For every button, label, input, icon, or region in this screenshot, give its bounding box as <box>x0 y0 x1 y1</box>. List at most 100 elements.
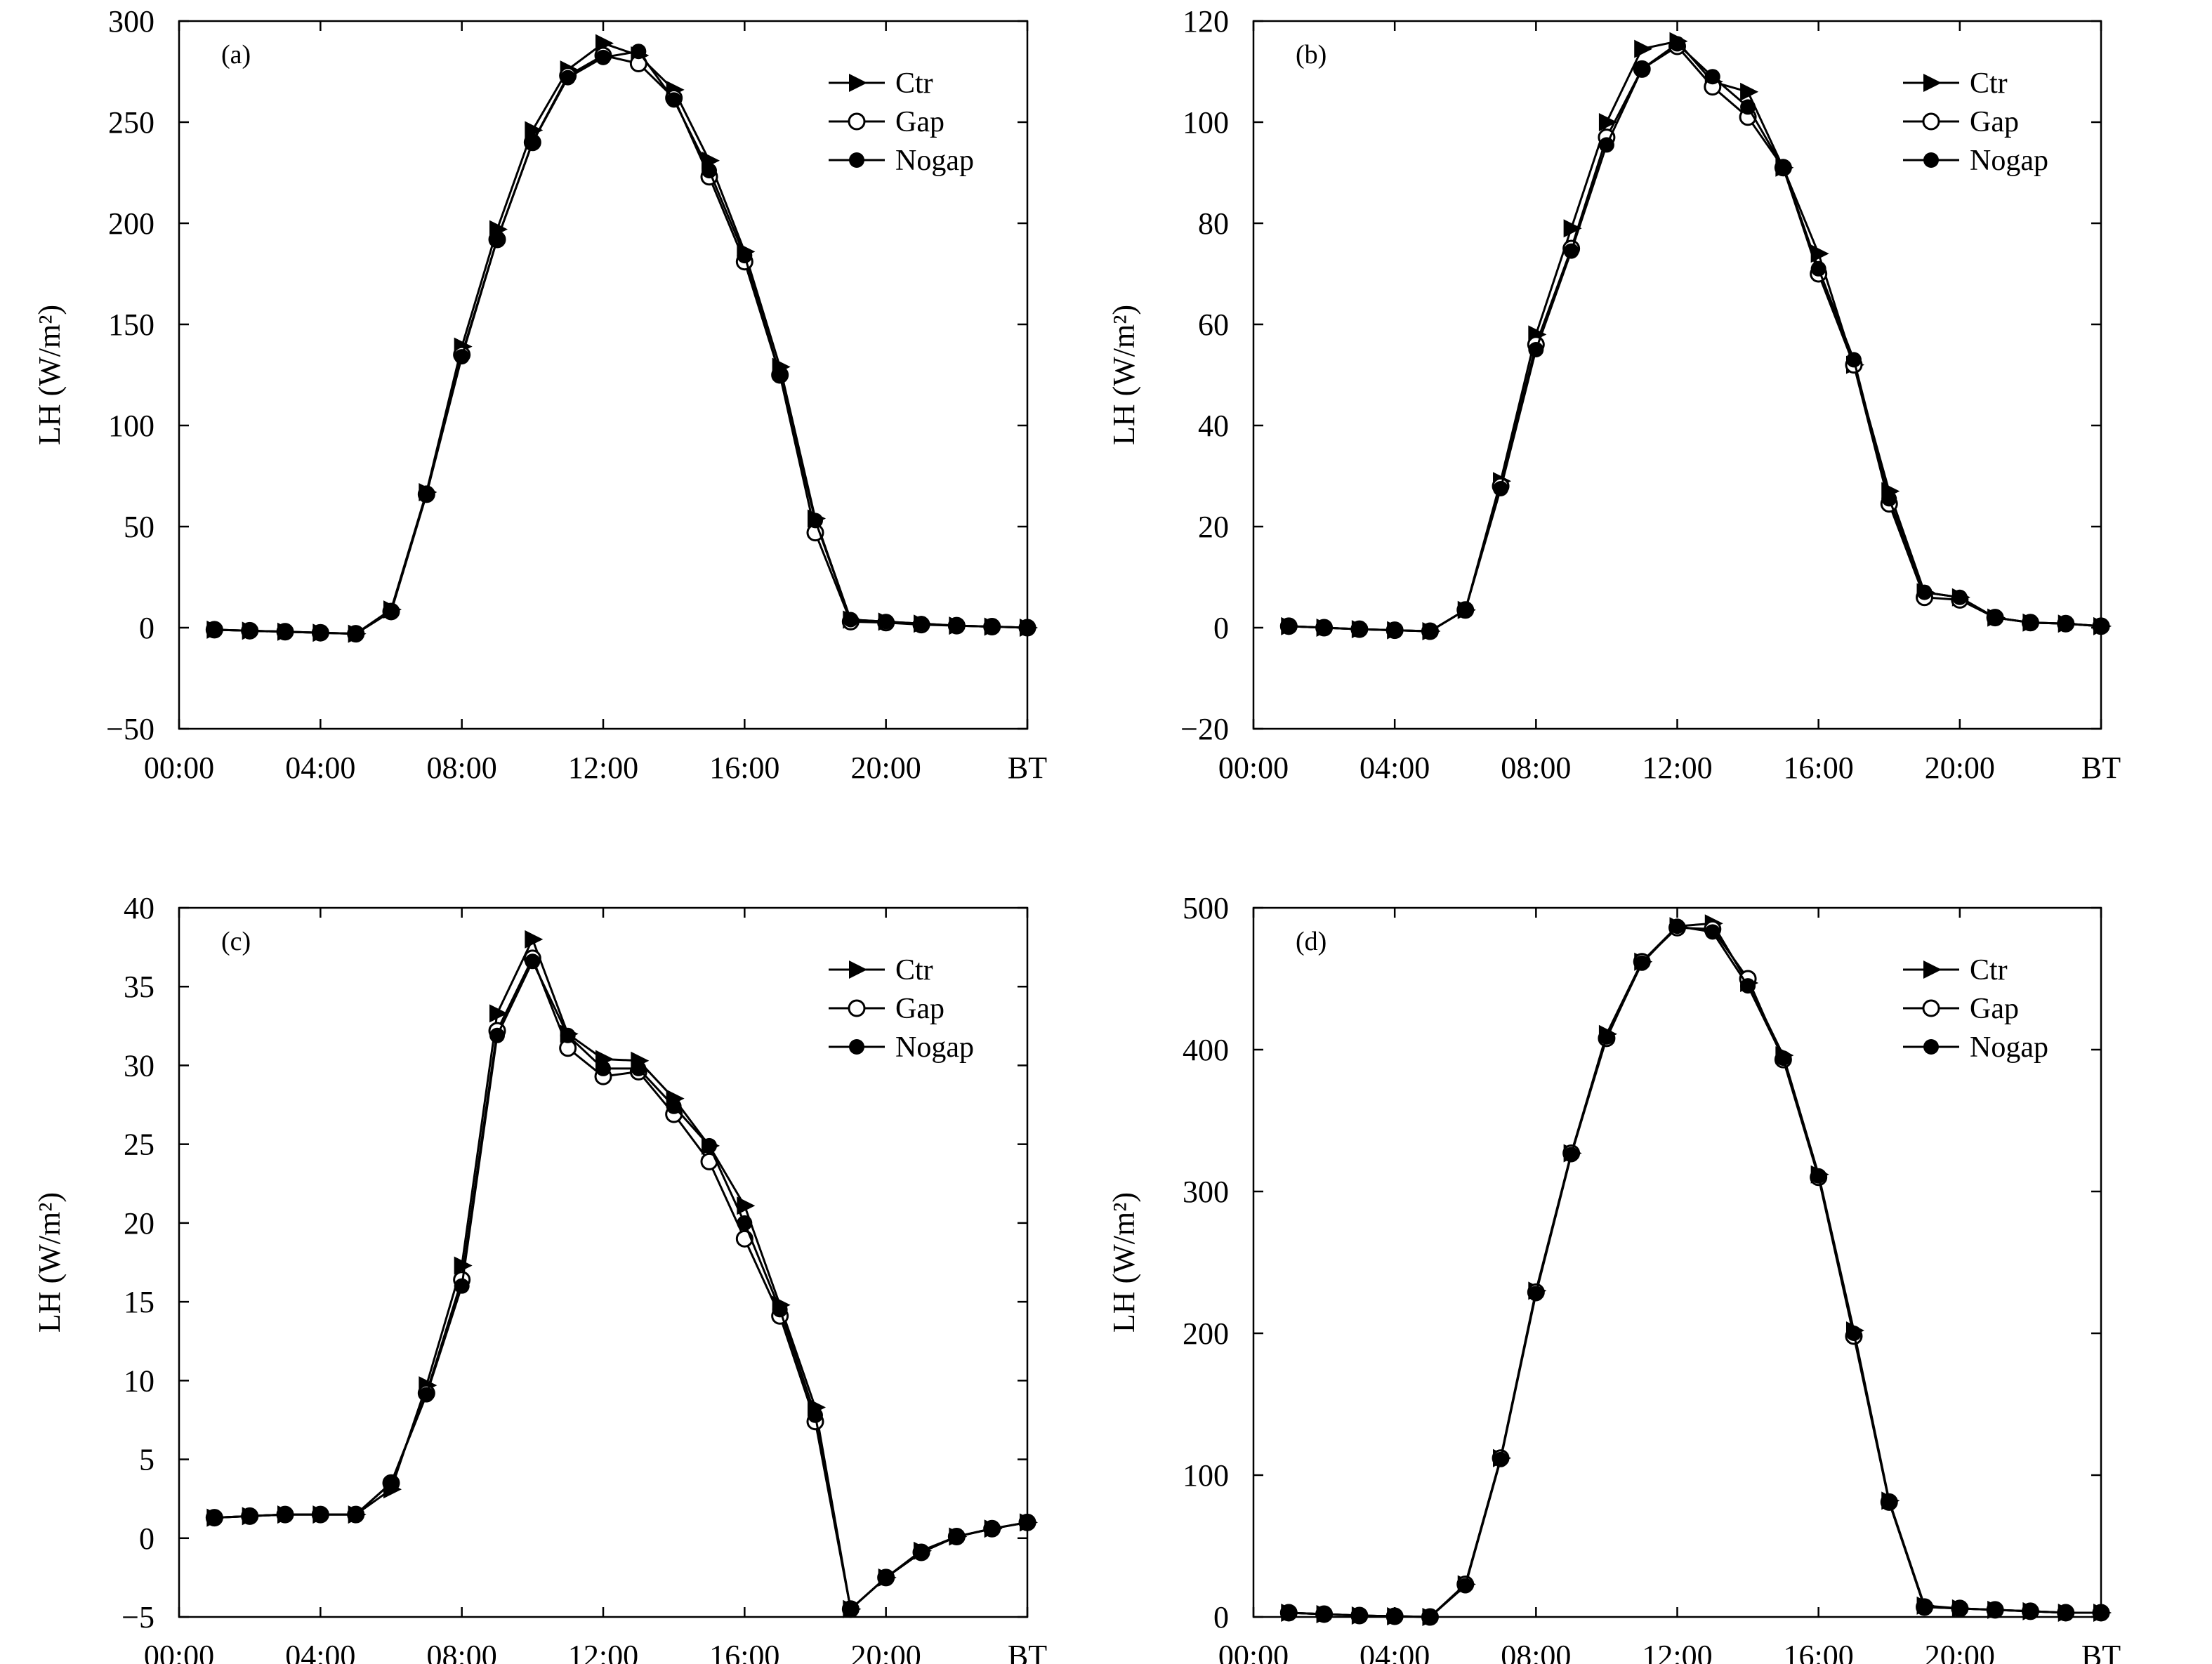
data-point-nogap <box>2093 618 2109 634</box>
data-point-nogap <box>206 621 223 638</box>
x-tick-label: 16:00 <box>1784 751 1854 785</box>
data-point-nogap <box>454 349 470 365</box>
data-point-nogap <box>489 232 505 248</box>
data-point-nogap <box>242 1508 258 1524</box>
data-point-ctr <box>1740 82 1759 101</box>
x-tick-label: 20:00 <box>851 1639 921 1664</box>
data-point-nogap <box>666 1098 682 1114</box>
legend-label-gap: Gap <box>1970 106 2019 138</box>
data-point-nogap <box>2022 614 2039 630</box>
y-tick-label: 15 <box>124 1285 154 1319</box>
data-point-nogap <box>808 1407 823 1423</box>
data-point-nogap <box>2093 1604 2109 1620</box>
x-tick-label: 04:00 <box>1360 1639 1430 1664</box>
y-axis-title: LH (W/m²) <box>1107 305 1141 445</box>
series-nogap <box>206 953 1035 1617</box>
data-point-nogap <box>419 1387 435 1403</box>
data-point-nogap <box>1881 491 1897 507</box>
data-point-nogap <box>1775 159 1791 176</box>
data-point-nogap <box>2058 616 2074 632</box>
data-point-nogap <box>525 134 541 150</box>
x-tick-label: 00:00 <box>1218 1639 1289 1664</box>
y-tick-label: 200 <box>108 206 154 241</box>
y-tick-label: 500 <box>1183 891 1229 925</box>
legend-marker-ctr <box>1923 960 1942 979</box>
y-tick-label: −5 <box>121 1600 154 1635</box>
data-point-nogap <box>1020 620 1035 635</box>
legend-marker-ctr <box>849 960 867 979</box>
legend-label-ctr: Ctr <box>895 954 933 986</box>
data-point-nogap <box>914 1544 929 1560</box>
data-point-nogap <box>1881 1494 1897 1510</box>
data-point-nogap <box>949 1528 965 1545</box>
data-point-nogap <box>1634 955 1650 971</box>
data-point-nogap <box>383 603 399 619</box>
data-point-nogap <box>1457 1578 1473 1594</box>
x-tick-label: 08:00 <box>1501 1639 1571 1664</box>
legend-label-ctr: Ctr <box>1970 67 2008 100</box>
data-point-nogap <box>1916 1599 1933 1615</box>
data-point-nogap <box>1810 260 1826 277</box>
data-point-nogap <box>1316 1606 1332 1622</box>
y-tick-label: 30 <box>124 1048 154 1083</box>
panel-b: −20 0 20 40 60 80 100 120 00:00 04:00 08:00 12:00 16… <box>1107 4 2121 785</box>
data-point-nogap <box>312 625 329 641</box>
data-point-nogap <box>277 623 293 640</box>
data-point-nogap <box>1281 618 1297 634</box>
data-point-nogap <box>1020 1514 1035 1531</box>
data-point-nogap <box>1987 609 2003 626</box>
y-tick-label: 35 <box>124 970 154 1004</box>
data-point-nogap <box>1493 481 1509 496</box>
x-tick-label: 20:00 <box>851 751 921 785</box>
data-point-nogap <box>1493 1451 1509 1467</box>
data-point-nogap <box>1563 1147 1579 1163</box>
y-tick-label: −50 <box>106 712 154 746</box>
y-tick-label: 300 <box>108 4 154 39</box>
legend-label-gap: Gap <box>895 993 944 1025</box>
panel-label: (c) <box>221 927 251 956</box>
y-tick-label: 200 <box>1183 1316 1229 1351</box>
data-point-nogap <box>1845 1326 1862 1341</box>
y-tick-label: 400 <box>1183 1033 1229 1067</box>
data-point-nogap <box>1740 99 1756 115</box>
legend-label-ctr: Ctr <box>895 67 933 100</box>
data-point-nogap <box>242 623 258 639</box>
y-tick-label: 40 <box>124 891 154 925</box>
data-point-nogap <box>1669 36 1685 52</box>
data-point-nogap <box>1422 1609 1438 1625</box>
legend-marker-nogap <box>849 1039 864 1055</box>
legend-label-nogap: Nogap <box>895 1031 974 1064</box>
x-tick-label: BT <box>1008 1639 1047 1664</box>
data-point-nogap <box>2058 1604 2074 1620</box>
data-point-nogap <box>312 1507 329 1523</box>
y-tick-label: 10 <box>124 1363 154 1398</box>
data-point-nogap <box>1704 924 1720 940</box>
legend-label-ctr: Ctr <box>1970 954 2008 986</box>
y-tick-label: 50 <box>124 510 154 544</box>
x-tick-label: 16:00 <box>709 1639 779 1664</box>
y-tick-label: −20 <box>1180 712 1229 746</box>
data-point-ctr <box>737 1196 756 1215</box>
data-point-nogap <box>808 513 823 529</box>
x-tick-label: 12:00 <box>1642 1639 1712 1664</box>
data-point-nogap <box>1387 1608 1403 1624</box>
data-point-nogap <box>525 953 541 970</box>
x-tick-label: 08:00 <box>1501 751 1571 785</box>
y-tick-label: 250 <box>108 105 154 140</box>
data-point-nogap <box>1528 342 1544 357</box>
series-nogap <box>206 44 1035 642</box>
legend-marker-gap <box>1922 112 1940 131</box>
data-point-nogap <box>843 612 859 628</box>
data-point-nogap <box>772 1302 788 1318</box>
legend-label-nogap: Nogap <box>1970 145 2048 177</box>
data-point-nogap <box>1775 1050 1791 1067</box>
data-point-nogap <box>1422 623 1438 640</box>
legend-marker-nogap <box>1923 152 1939 168</box>
panel-label: (d) <box>1296 927 1326 956</box>
x-tick-label: 20:00 <box>1925 1639 1995 1664</box>
data-point-nogap <box>1634 61 1650 77</box>
data-point-nogap <box>1740 978 1756 994</box>
x-tick-label: 12:00 <box>1642 751 1712 785</box>
y-tick-label: 150 <box>108 308 154 342</box>
y-tick-label: 0 <box>139 1521 154 1556</box>
